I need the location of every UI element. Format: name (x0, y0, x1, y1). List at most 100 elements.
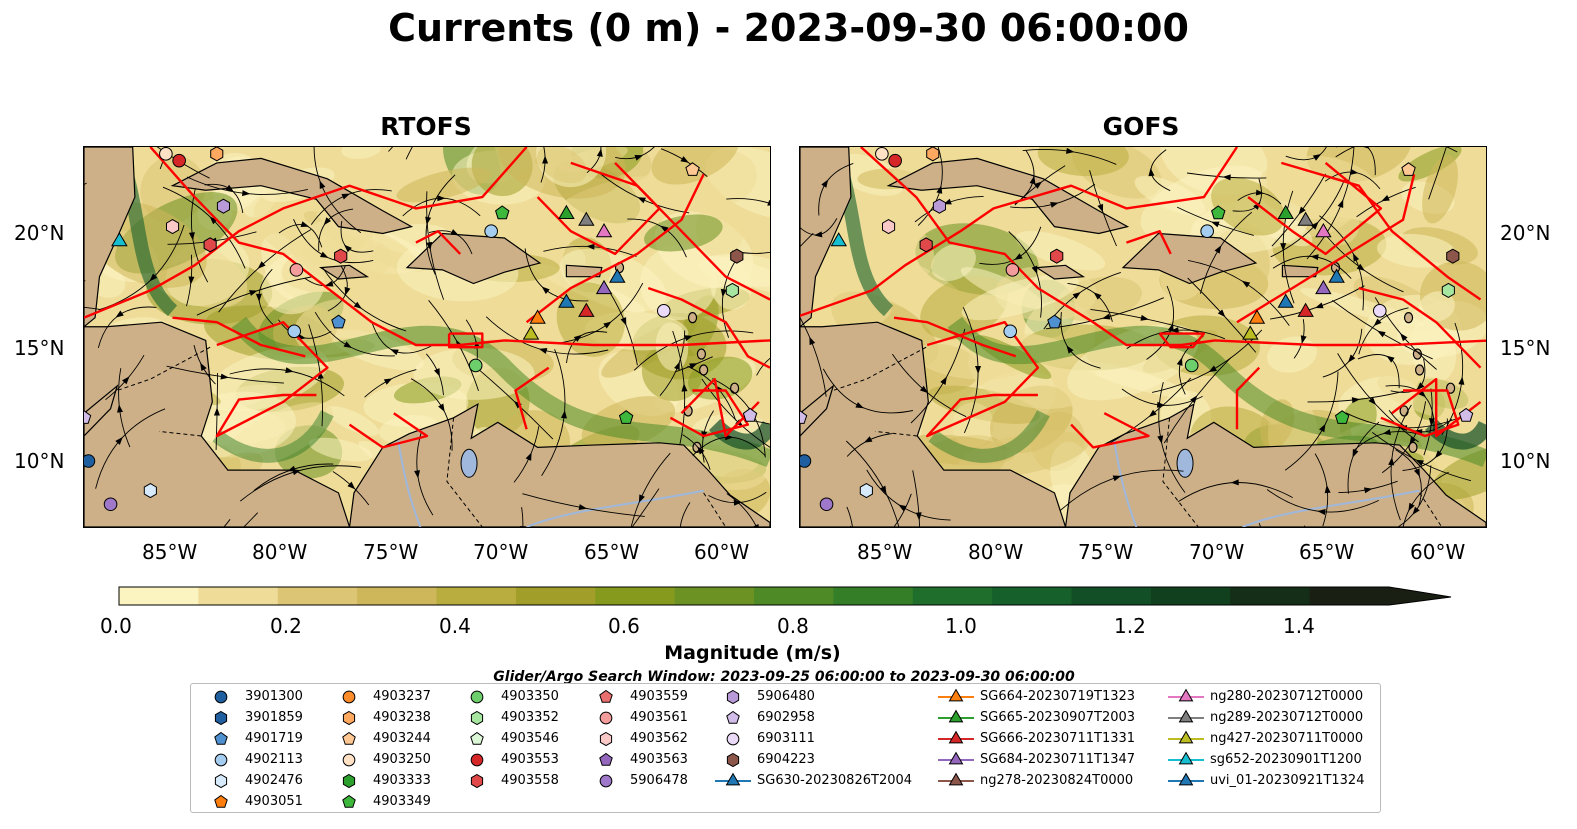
legend-label: 4903563 (630, 752, 688, 767)
map-marker-sg652 (830, 232, 847, 247)
gofs-map-canvas (800, 147, 1486, 527)
legend-circle-icon (214, 753, 228, 767)
map-marker-4903244 (685, 162, 700, 176)
map-marker-sg652 (111, 232, 128, 247)
land-masses (800, 147, 1486, 527)
lon-tick-80w-gofs: 80°W (968, 540, 1024, 564)
legend-label: 4903051 (245, 794, 303, 809)
legend-label: 4902476 (245, 773, 303, 788)
legend-label: 4901719 (245, 731, 303, 746)
legend-label: 4903244 (373, 731, 431, 746)
pentagon-marker-icon (599, 689, 613, 703)
legend-label: 5906478 (630, 773, 688, 788)
map-marker-ng289 (578, 211, 595, 226)
map-marker-5906480 (216, 198, 230, 214)
legend-hexagon-icon (214, 773, 228, 789)
cbar-tick-1: 0.2 (270, 614, 302, 638)
legend-label: SG664-20230719T1323 (980, 689, 1136, 704)
legend-label: 4903546 (501, 731, 559, 746)
map-marker-6904223 (730, 248, 744, 264)
map-marker-4903238 (926, 147, 940, 162)
legend-label: 4903237 (373, 689, 431, 704)
legend-pentagon-icon (599, 689, 613, 703)
legend: 3901300 3901859 4901719 4902113 4902476 49030… (190, 683, 1381, 813)
map-marker-6903111 (656, 304, 671, 318)
triangle-marker-icon (715, 772, 751, 786)
colorbar-segment (277, 587, 358, 605)
map-marker-6902958b (800, 410, 808, 424)
map-marker-4902476 (143, 483, 157, 499)
legend-label: 6902958 (757, 710, 815, 725)
hexagon-marker-icon (726, 752, 740, 768)
map-marker-4903561 (1005, 263, 1020, 277)
pentagon-marker-icon (726, 710, 740, 724)
triangle-marker-icon (1168, 688, 1204, 702)
map-marker-SG664 (1248, 309, 1266, 324)
map-marker-uvi_01 (609, 268, 626, 283)
colorbar-segment (674, 587, 755, 605)
lat-tick-15n-left: 15°N (14, 336, 65, 360)
rtofs-map[interactable] (83, 146, 771, 528)
hexagon-marker-icon (726, 689, 740, 705)
legend-hexagon-icon (470, 773, 484, 789)
gofs-map[interactable] (799, 146, 1487, 528)
legend-label: 3901300 (245, 689, 303, 704)
legend-label: 4903352 (501, 710, 559, 725)
map-marker-6902958b (84, 410, 92, 424)
map-marker-4901719 (1047, 314, 1062, 329)
colorbar-segment (357, 587, 437, 605)
legend-label: ng289-20230712T0000 (1210, 710, 1364, 725)
map-marker-4902113b (1003, 324, 1018, 339)
lat-tick-20n-right: 20°N (1500, 221, 1551, 245)
map-marker-6904223 (1446, 248, 1460, 264)
legend-hexagon-icon (599, 731, 613, 747)
legend-label: 4903350 (501, 689, 559, 704)
legend-circle-icon (599, 711, 613, 725)
lon-tick-85w-rtofs: 85°W (142, 540, 198, 564)
panel-title-rtofs: RTOFS (380, 112, 472, 141)
map-marker-6903111 (1372, 304, 1387, 318)
map-marker-5906478 (103, 497, 118, 512)
map-marker-5906478 (819, 497, 834, 512)
hexagon-marker-icon (214, 773, 228, 789)
hexagon-marker-icon (470, 773, 484, 789)
circle-marker-icon (214, 690, 228, 704)
legend-triangle-icon (725, 772, 741, 786)
map-marker-4903350 (1184, 358, 1199, 373)
lon-tick-75w-rtofs: 75°W (363, 540, 419, 564)
cbar-tick-4: 0.8 (777, 614, 809, 638)
map-marker-SG666 (578, 302, 595, 317)
map-marker-SG666 (1297, 302, 1314, 317)
legend-triangle-icon (1178, 709, 1194, 723)
map-marker-4903558b (334, 248, 348, 264)
cbar-tick-7: 1.4 (1283, 614, 1315, 638)
pentagon-marker-icon (342, 794, 356, 808)
map-marker-4901719 (331, 314, 346, 329)
colorbar-segment (1071, 587, 1152, 605)
legend-label: 5906480 (757, 689, 815, 704)
colorbar-segment (1150, 587, 1231, 605)
colorbar-segment (119, 587, 199, 605)
circle-marker-icon (726, 732, 740, 746)
legend-label: 3901859 (245, 710, 303, 725)
legend-hexagon-icon (214, 710, 228, 726)
lon-tick-60w-rtofs: 60°W (694, 540, 750, 564)
map-marker-4903561 (289, 263, 304, 277)
map-marker-3901300 (800, 454, 812, 468)
caribbean-current-band (231, 316, 770, 468)
legend-circle-icon (599, 774, 613, 788)
colorbar-segment (912, 587, 993, 605)
triangle-marker-icon (1168, 730, 1204, 744)
legend-label: 4903559 (630, 689, 688, 704)
map-marker-4903349b (618, 410, 634, 424)
legend-label: ng280-20230712T0000 (1210, 689, 1364, 704)
hexagon-marker-icon (470, 710, 484, 726)
map-marker-6902958 (1458, 407, 1474, 422)
legend-triangle-icon (948, 709, 964, 723)
cbar-tick-2: 0.4 (439, 614, 471, 638)
legend-label: 4903333 (373, 773, 431, 788)
legend-label: SG684-20230711T1347 (980, 752, 1136, 767)
triangle-marker-icon (1168, 772, 1204, 786)
legend-triangle-icon (948, 772, 964, 786)
lat-tick-15n-right: 15°N (1500, 336, 1551, 360)
